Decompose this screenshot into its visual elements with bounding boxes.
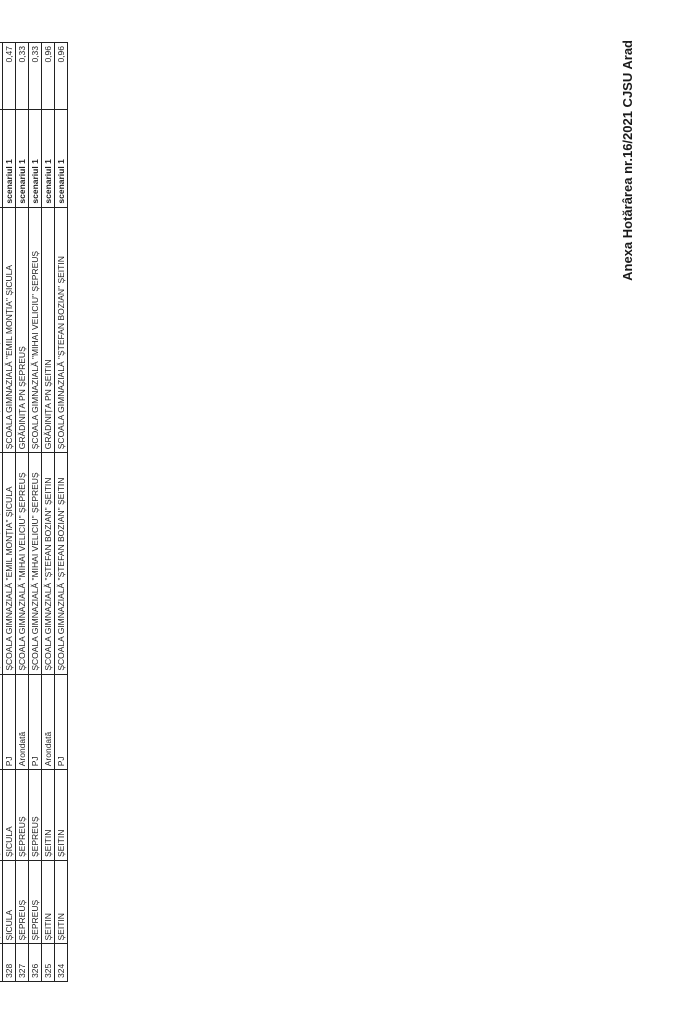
locality-cell: ȘEPREUȘ [28, 860, 42, 944]
scenario-cell: scenariul 1 [2, 109, 16, 208]
legal-entity-cell: ȘCOALA GIMNAZIALĂ "MIHAI VELICIU" ȘEPREU… [28, 452, 42, 675]
table-row: 324 ȘEITIN ȘEITIN PJ ȘCOALA GIMNAZIALĂ "ȘTEF… [54, 42, 68, 982]
document-title: Anexa Hotărârea nr.16/2021 CJSU Arad [620, 40, 635, 281]
locality-cell: ȘEITIN [41, 860, 55, 944]
commune-cell: ȘEPREUȘ [15, 769, 29, 861]
incidence-value-cell: 0,96 [41, 42, 55, 110]
locality-cell: ȘEPREUȘ [15, 860, 29, 944]
row-number-cell: 328 [2, 944, 16, 982]
scenario-cell: scenariul 1 [15, 109, 29, 208]
school-unit-cell: ȘCOALA GIMNAZIALĂ "EMIL MONȚIA" ȘICULA [2, 207, 16, 453]
unit-type-cell: PJ [54, 674, 68, 770]
table-body: 324 ȘEITIN ȘEITIN PJ ȘCOALA GIMNAZIALĂ "ȘTEF… [0, 42, 68, 982]
unit-type-cell: Arondată [15, 674, 29, 770]
school-unit-cell: GRĂDINIȚA PN ȘEITIN [41, 207, 55, 453]
commune-cell: ȘICULA [2, 769, 16, 861]
incidence-value-cell: 0,33 [28, 42, 42, 110]
school-unit-cell: GRĂDINIȚA PN ȘEPREUȘ [15, 207, 29, 453]
scenario-cell: scenariul 1 [28, 109, 42, 208]
unit-type-cell: PJ [2, 674, 16, 770]
table-row: 328 ȘICULA ȘICULA PJ ȘCOALA GIMNAZIALĂ "EMIL… [2, 42, 16, 982]
rotated-sheet: Anexa Hotărârea nr.16/2021 CJSU Arad 324… [0, 20, 640, 1000]
commune-cell: ȘEITIN [41, 769, 55, 861]
table-row: 327 ȘEPREUȘ ȘEPREUȘ Arondată ȘCOALA GIMNAZIA… [15, 42, 29, 982]
legal-entity-cell: ȘCOALA GIMNAZIALĂ "ȘTEFAN BOZIAN" ȘEITIN [54, 452, 68, 675]
schools-table: 324 ȘEITIN ȘEITIN PJ ȘCOALA GIMNAZIALĂ "ȘTEF… [0, 42, 68, 982]
school-unit-cell: ȘCOALA GIMNAZIALĂ "ȘTEFAN BOZIAN" ȘEITIN [54, 207, 68, 453]
row-number-cell: 326 [28, 944, 42, 982]
scenario-cell: scenariul 1 [41, 109, 55, 208]
unit-type-cell: Arondată [41, 674, 55, 770]
locality-cell: ȘEITIN [54, 860, 68, 944]
commune-cell: ȘEITIN [54, 769, 68, 861]
table-row: 325 ȘEITIN ȘEITIN Arondată ȘCOALA GIMNAZIALĂ… [41, 42, 55, 982]
locality-cell: ȘICULA [2, 860, 16, 944]
row-number-cell: 327 [15, 944, 29, 982]
scenario-cell: scenariul 1 [54, 109, 68, 208]
school-unit-cell: ȘCOALA GIMNAZIALĂ "MIHAI VELICIU" ȘEPREU… [28, 207, 42, 453]
legal-entity-cell: ȘCOALA GIMNAZIALĂ "MIHAI VELICIU" ȘEPREU… [15, 452, 29, 675]
table-row: 326 ȘEPREUȘ ȘEPREUȘ PJ ȘCOALA GIMNAZIALĂ "MI… [28, 42, 42, 982]
incidence-value-cell: 0,96 [54, 42, 68, 110]
incidence-value-cell: 0,47 [2, 42, 16, 110]
row-number-cell: 325 [41, 944, 55, 982]
commune-cell: ȘEPREUȘ [28, 769, 42, 861]
legal-entity-cell: ȘCOALA GIMNAZIALĂ "EMIL MONȚIA" ȘICULA [2, 452, 16, 675]
incidence-value-cell: 0,33 [15, 42, 29, 110]
legal-entity-cell: ȘCOALA GIMNAZIALĂ "ȘTEFAN BOZIAN" ȘEITIN [41, 452, 55, 675]
unit-type-cell: PJ [28, 674, 42, 770]
row-number-cell: 324 [54, 944, 68, 982]
